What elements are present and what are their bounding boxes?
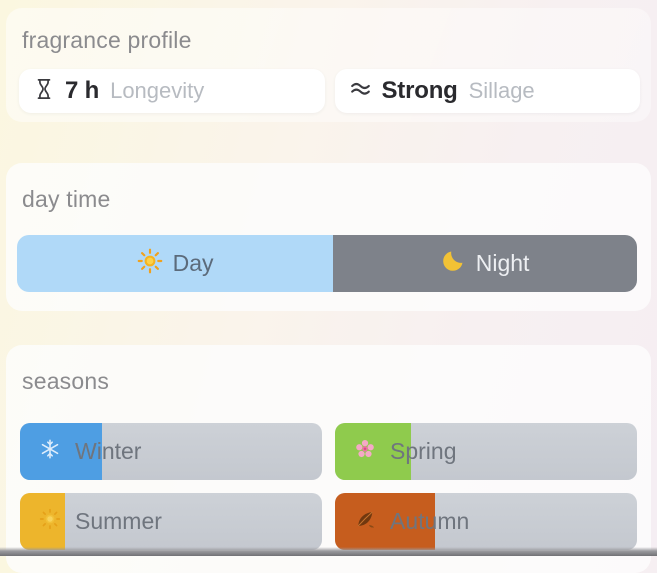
season-grid: Winter Spring: [20, 423, 637, 550]
seasons-card: seasons Winter: [6, 345, 651, 573]
sun-icon: [137, 248, 163, 280]
sillage-value: Strong: [381, 77, 458, 104]
season-label: Spring: [390, 438, 457, 464]
season-button-summer[interactable]: Summer: [20, 493, 322, 550]
longevity-label: Longevity: [110, 78, 205, 103]
sun-icon: [39, 508, 61, 535]
season-button-autumn[interactable]: Autumn: [335, 493, 637, 550]
longevity-value: 7 h: [65, 77, 100, 104]
sillage-label: Sillage: [468, 78, 535, 103]
day-time-option-day[interactable]: Day: [17, 235, 334, 292]
season-fill: [20, 423, 102, 480]
day-option-label: Day: [172, 250, 214, 276]
bottom-scroll-shade: [0, 547, 657, 556]
seasons-title: seasons: [22, 368, 110, 394]
day-night-split-bar: Day Night: [17, 235, 637, 292]
night-option-label: Night: [475, 250, 530, 276]
day-time-title: day time: [22, 186, 111, 212]
fragrance-profile-card: fragrance profile 7 h Longevity: [6, 8, 651, 122]
season-label: Summer: [75, 508, 162, 534]
waves-icon: [348, 76, 373, 106]
moon-icon: [441, 248, 466, 279]
season-label: Autumn: [390, 508, 470, 534]
fragrance-profile-title: fragrance profile: [22, 27, 192, 53]
leaf-icon: [354, 508, 376, 535]
season-button-spring[interactable]: Spring: [335, 423, 637, 480]
stat-pill-row: 7 h Longevity Strong Sillage: [19, 69, 640, 113]
season-fill: [20, 493, 66, 550]
day-time-card: day time Day: [6, 163, 651, 311]
season-button-winter[interactable]: Winter: [20, 423, 322, 480]
season-fill: [335, 493, 435, 550]
season-fill: [335, 423, 411, 480]
hourglass-icon: [32, 77, 56, 106]
season-label: Winter: [75, 438, 142, 464]
day-time-option-night[interactable]: Night: [333, 235, 637, 292]
blossom-icon: [354, 438, 376, 465]
snowflake-icon: [39, 438, 61, 465]
longevity-stat-pill[interactable]: 7 h Longevity: [19, 69, 325, 113]
sillage-stat-pill[interactable]: Strong Sillage: [334, 69, 640, 113]
